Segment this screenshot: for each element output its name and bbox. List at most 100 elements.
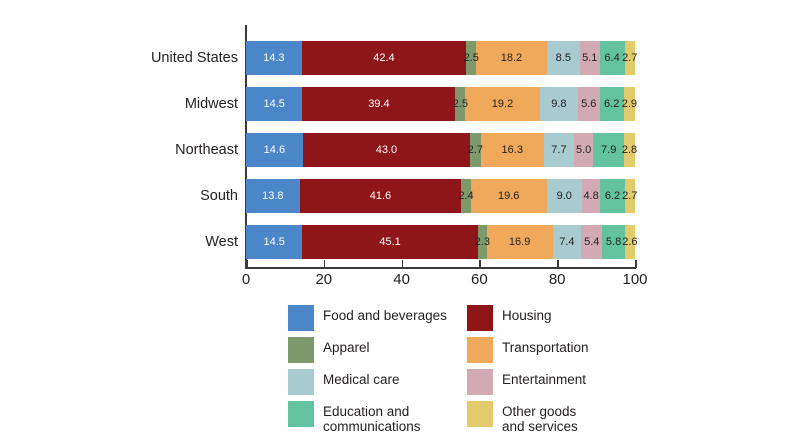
bar-segment-value: 5.6	[581, 98, 597, 110]
bar-segment-value: 7.4	[559, 236, 575, 248]
category-label-northeast: Northeast	[175, 142, 238, 158]
legend-item[interactable]: Education and communications	[288, 401, 478, 434]
legend-label: Medical care	[323, 372, 400, 387]
x-tick-mark-80	[557, 260, 559, 268]
bar-segment: 2.7	[467, 133, 483, 167]
legend-item[interactable]: Other goods and services	[467, 401, 657, 434]
bar-segment: 2.5	[463, 41, 479, 75]
chart-legend: Food and beverages Apparel Medical care Edu…	[288, 305, 688, 441]
bar-segment: 2.7	[622, 41, 638, 75]
x-tick-label-60: 60	[471, 271, 488, 288]
legend-label: Transportation	[502, 340, 589, 355]
x-tick-label-20: 20	[315, 271, 333, 288]
bar-segment: 6.4	[599, 41, 625, 75]
bar-segment: 43.0	[302, 133, 471, 167]
x-tick-label-0: 0	[241, 271, 251, 288]
legend-item[interactable]: Food and beverages	[288, 305, 478, 335]
legend-label: Apparel	[323, 340, 370, 355]
bar-series-group: 14.3 42.4 2.5 18.2 8.5 5.1 6.4 2.7 14.5 39.4 2.5 19…	[246, 0, 638, 300]
bar-segment: 42.4	[301, 41, 467, 75]
bar-segment-value: 16.9	[508, 236, 531, 248]
legend-item[interactable]: Entertainment	[467, 369, 657, 399]
bar-segment-value: 2.9	[621, 98, 638, 110]
plot-area: United States Midwest Northeast South West 0…	[110, 0, 648, 300]
bar-segment: 5.1	[579, 41, 600, 75]
bar-segment-value: 2.7	[622, 190, 638, 202]
bar-segment: 2.4	[458, 179, 474, 213]
y-axis-category-labels: United States Midwest Northeast South West	[110, 41, 238, 259]
bar-segment: 18.2	[476, 41, 547, 75]
legend-label: Education and communications	[323, 404, 421, 434]
bar-segment: 2.3	[474, 225, 490, 259]
bar-segment: 14.5	[246, 225, 303, 259]
bar-segment-value: 7.9	[601, 144, 617, 156]
bar-segment-value: 14.5	[263, 98, 285, 110]
bar-segment-value: 2.7	[467, 144, 483, 156]
bar-segment: 4.8	[581, 179, 601, 213]
bar-segment: 14.6	[246, 133, 303, 167]
bar-segment-value: 5.0	[575, 144, 592, 156]
x-tick-label-80: 80	[548, 271, 566, 288]
x-tick-mark-0	[246, 260, 248, 268]
bar-segment-value: 2.3	[474, 236, 490, 248]
legend-label: Housing	[502, 308, 552, 323]
legend-label: Food and beverages	[323, 308, 447, 323]
legend-swatch-icon	[288, 401, 314, 427]
x-tick-mark-40	[401, 260, 404, 268]
bar-segment-value: 41.6	[369, 190, 392, 202]
bar-row: 14.5 45.1 2.3 16.9 7.4 5.4 5.8 2.6	[246, 225, 638, 259]
bar-segment-value: 16.3	[501, 144, 523, 156]
bar-segment: 19.2	[465, 87, 540, 121]
bar-segment: 14.5	[246, 87, 303, 121]
legend-swatch-icon	[467, 369, 493, 395]
category-label-south: South	[200, 188, 238, 204]
bar-segment-value: 6.2	[604, 190, 621, 202]
bar-segment-value: 2.5	[463, 52, 479, 64]
bar-row: 14.5 39.4 2.5 19.2 9.8 5.6 6.2 2.9	[246, 87, 638, 121]
bar-segment: 2.7	[622, 179, 638, 213]
legend-item[interactable]: Transportation	[467, 337, 657, 367]
bar-segment-value: 2.6	[622, 236, 638, 248]
bar-segment: 16.3	[480, 133, 544, 167]
bar-segment-value: 8.5	[555, 52, 571, 64]
x-tick-mark-20	[323, 260, 326, 268]
bar-segment: 13.8	[246, 179, 300, 213]
bar-segment-value: 6.2	[604, 98, 620, 110]
bar-segment: 7.7	[543, 133, 574, 167]
bar-segment: 9.0	[546, 179, 582, 213]
bar-segment-value: 19.2	[491, 98, 514, 110]
bar-segment: 7.4	[552, 225, 582, 259]
legend-item[interactable]: Medical care	[288, 369, 478, 399]
bar-segment: 6.2	[599, 87, 624, 121]
category-label-midwest: Midwest	[184, 96, 238, 112]
x-tick-label-100: 100	[622, 271, 648, 288]
legend-column-right: Housing Transportation Entertainment Other …	[467, 305, 657, 433]
legend-swatch-icon	[288, 369, 314, 395]
bar-segment-value: 42.4	[373, 52, 395, 64]
bar-segment-value: 2.7	[622, 52, 638, 64]
bar-segment-value: 2.8	[621, 144, 638, 156]
legend-label: Other goods and services	[502, 404, 578, 434]
legend-swatch-icon	[288, 305, 314, 331]
bar-segment: 41.6	[299, 179, 462, 213]
legend-item[interactable]: Apparel	[288, 337, 478, 367]
bar-segment-value: 13.8	[262, 190, 284, 202]
legend-item[interactable]: Housing	[467, 305, 657, 335]
bar-segment: 19.6	[470, 179, 547, 213]
bar-segment: 5.6	[577, 87, 600, 121]
x-tick-mark-60	[479, 260, 481, 268]
y-axis-line	[245, 25, 247, 268]
bar-row: 13.8 41.6 2.4 19.6 9.0 4.8 6.2 2.7	[246, 179, 638, 213]
bar-segment: 16.9	[486, 225, 553, 259]
bar-segment-value: 14.6	[263, 144, 286, 156]
bar-segment-value: 14.5	[263, 236, 285, 248]
bar-segment-value: 14.3	[263, 52, 285, 64]
bar-segment: 8.5	[546, 41, 580, 75]
bar-segment: 5.0	[573, 133, 594, 167]
bar-segment: 14.3	[246, 41, 302, 75]
x-tick-mark-100	[635, 260, 637, 268]
bar-segment-value: 45.1	[379, 236, 401, 248]
legend-swatch-icon	[467, 337, 493, 363]
bar-segment-value: 9.8	[551, 98, 567, 110]
